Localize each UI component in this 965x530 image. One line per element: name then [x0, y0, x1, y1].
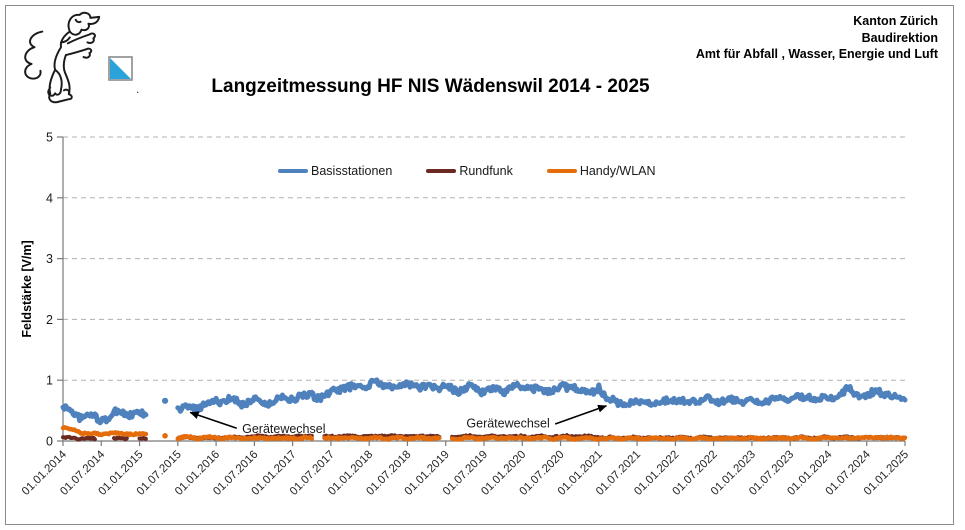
legend-swatch	[546, 168, 577, 174]
legend-swatch	[426, 168, 457, 174]
zurich-shield-icon	[108, 56, 133, 81]
y-tick-label: 3	[46, 252, 53, 266]
legend-label: Rundfunk	[459, 164, 513, 178]
zurich-lion-icon	[24, 11, 101, 104]
y-tick-label: 0	[46, 435, 53, 449]
legend-label: Handy/WLAN	[579, 164, 656, 178]
x-axis-ticks: 01.01.201401.07.201401.01.201501.07.2015…	[20, 441, 911, 498]
org-address-block: Kanton Zürich Baudirektion Amt für Abfal…	[696, 13, 938, 63]
org-line-direktion: Baudirektion	[861, 30, 938, 45]
y-tick-label: 2	[46, 313, 53, 327]
y-tick-label: 5	[46, 131, 53, 145]
annotation-label: Gerätewechsel	[242, 422, 325, 436]
y-axis-title: Feldstärke [V/m]	[20, 240, 34, 337]
org-line-canton: Kanton Zürich	[853, 14, 938, 28]
legend-item-rundfunk: Rundfunk	[426, 164, 513, 178]
annotation-2: Gerätewechsel	[466, 404, 607, 431]
legend-item-basisstationen: Basisstationen	[278, 164, 392, 178]
chart-title: Langzeitmessung HF NIS Wädenswil 2014 - …	[211, 76, 650, 97]
y-axis-ticks: 0 1 2 3 4 5	[46, 131, 63, 449]
y-tick-label: 1	[46, 374, 53, 388]
org-line-amt: Amt für Abfall , Wasser, Energie und Luf…	[695, 47, 938, 61]
logo-dot: .	[136, 82, 140, 96]
legend-label: Basisstationen	[311, 164, 393, 178]
series-handy-wlan	[60, 425, 908, 442]
chart-legend: Basisstationen Rundfunk Handy/WLAN	[278, 164, 656, 178]
series-basisstationen	[60, 377, 908, 426]
annotation-label: Gerätewechsel	[466, 417, 549, 431]
annotation-1: Gerätewechsel	[189, 411, 325, 436]
kanton-zurich-logo: .	[14, 10, 144, 110]
legend-item-handy-wlan: Handy/WLAN	[546, 164, 656, 178]
legend-swatch	[278, 168, 308, 174]
y-tick-label: 4	[46, 191, 53, 205]
